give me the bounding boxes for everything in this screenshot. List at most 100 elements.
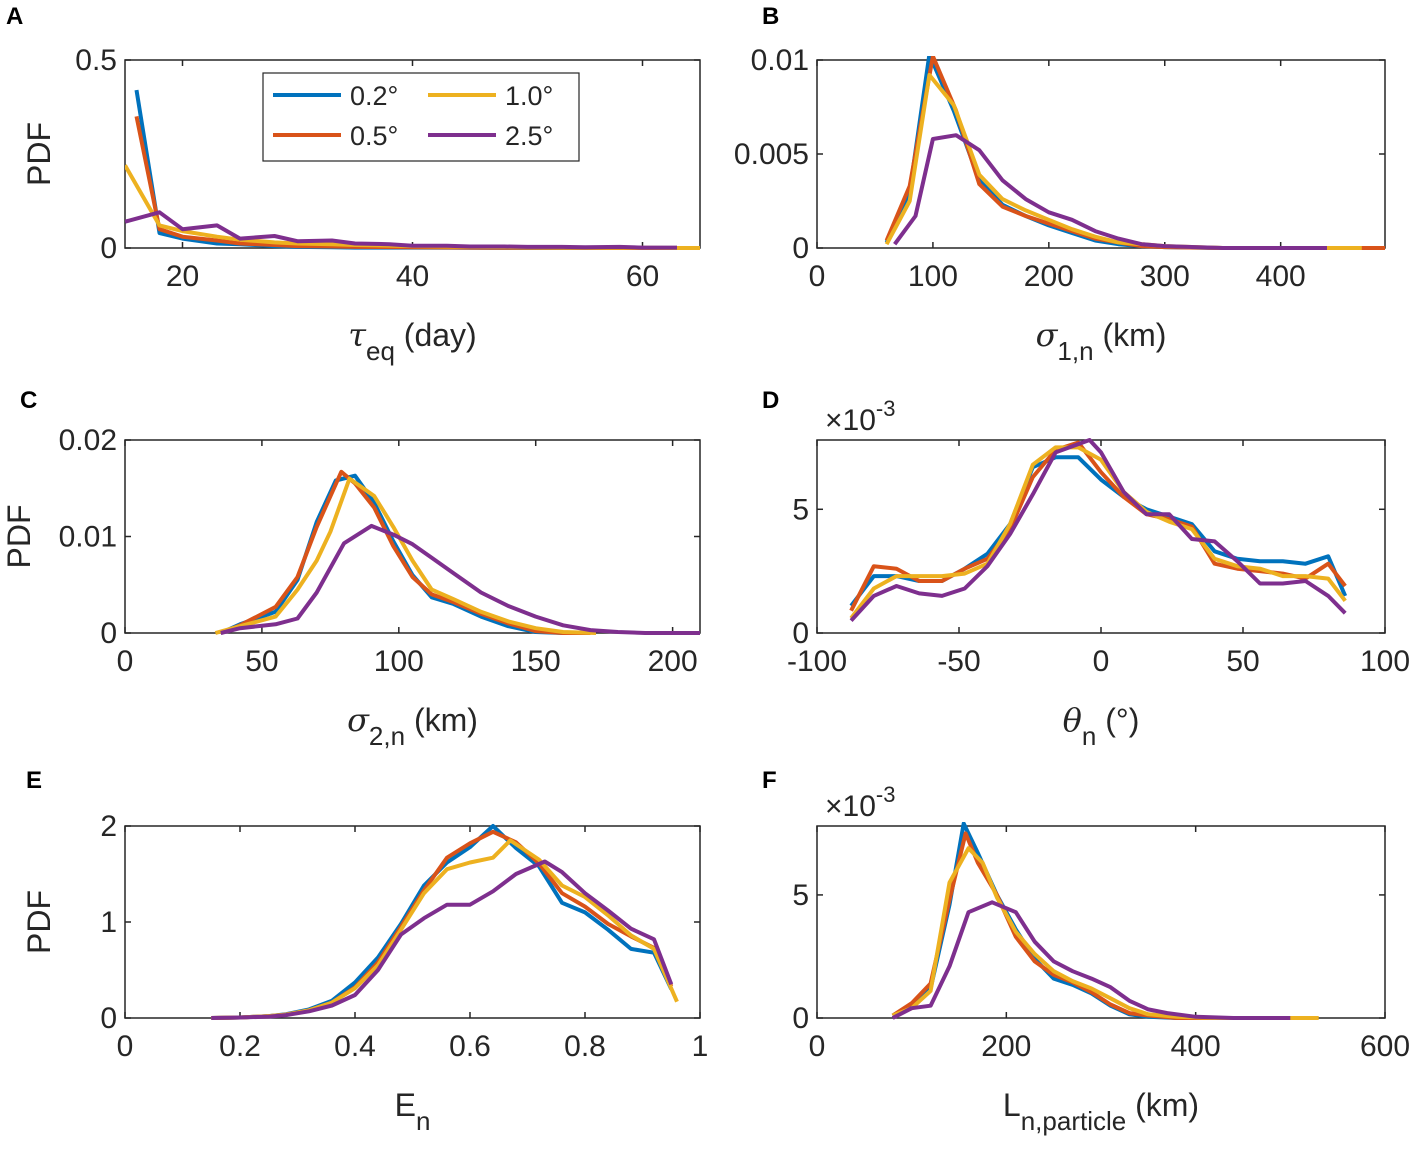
series-line-2.5 [220,523,700,635]
x-tick-label: 100 [1360,645,1410,678]
x-tick-label: -100 [787,645,847,678]
y-axis-label: PDF [1,505,37,569]
x-axis-symbol: E [395,1087,416,1123]
series-line-1.0 [884,73,1362,250]
x-axis-symbol: σ [1036,316,1059,354]
panel-letter-d: D [762,387,779,414]
legend-label: 0.5° [350,121,398,151]
x-tick-label: 300 [1140,260,1190,293]
panel-c: C 0 50 100 150 200 0 0.01 0.02 σ2,n (km) PDF [1,387,701,751]
x-tick-label: 60 [626,260,659,293]
y-tick-label: 1 [100,906,117,939]
axes-box [124,439,701,634]
series-line-2.5 [849,438,1347,622]
panel-a: A 20 40 60 0 0.5 τeq (day) PDF [6,3,701,366]
y-tick-label: 0 [792,232,809,265]
x-tick-label: 40 [396,260,429,293]
exponent-base: ×10 [825,790,876,823]
series-line-2.5 [891,900,1291,1020]
x-tick-label: 0 [809,1030,826,1063]
x-axis-subscript: 2,n [369,721,405,751]
y-axis-label: PDF [21,890,57,954]
series-line-2.5 [125,210,677,250]
y-tick-label: 0.5 [75,44,117,77]
y-tick-label: 0 [100,617,117,650]
exponent-base: ×10 [825,404,876,437]
y-tick-label: 0.005 [734,138,809,171]
x-axis-symbol: σ [347,701,370,739]
x-axis-symbol: L [1003,1087,1021,1123]
legend-label: 1.0° [505,81,553,111]
x-axis-subscript: eq [366,336,395,366]
axis-exponent: ×10-3 [825,782,895,823]
x-tick-label: 400 [1256,260,1306,293]
x-tick-label: 0.4 [334,1030,376,1063]
y-tick-label: 0.02 [59,424,117,457]
x-tick-label: 150 [511,645,561,678]
y-tick-label: 0 [100,1002,117,1035]
y-tick-label: 0 [100,232,117,265]
panel-letter-e: E [26,767,42,794]
axes-box [816,825,1386,1019]
x-axis-unit: (km) [1094,317,1167,353]
x-tick-label: 20 [166,260,199,293]
x-tick-label: 400 [1171,1030,1221,1063]
series-line-0.2 [884,56,1327,250]
x-axis-subscript: n,particle [1021,1106,1127,1136]
x-axis-label: τeq (day) [348,316,476,366]
x-tick-label: 0.2 [219,1030,261,1063]
x-axis-label: σ1,n (km) [1036,316,1167,366]
x-tick-label: 0.6 [449,1030,491,1063]
x-axis-unit: (km) [405,702,478,738]
x-axis-subscript: 1,n [1057,336,1093,366]
x-axis-subscript: n [416,1106,430,1136]
series-line-1.0 [849,445,1347,620]
series-line-0.5 [884,56,1385,250]
x-axis-label: En [395,1087,431,1136]
x-axis-unit: (°) [1096,702,1139,738]
exponent-power: -3 [876,782,896,807]
series-line-1.0 [214,476,597,635]
x-tick-label: 0.8 [564,1030,606,1063]
x-tick-label: 0 [117,1030,134,1063]
legend-label: 2.5° [505,121,553,151]
panel-f: F 0 200 400 600 0 5 ×10-3 Ln,particle (km) [762,767,1410,1136]
legend-label: 0.2° [350,81,398,111]
series-line-0.5 [220,469,591,635]
panel-letter-c: C [20,387,37,414]
x-tick-label: 0 [1093,645,1110,678]
axes-box [816,59,1386,249]
series-line-1.0 [891,846,1319,1020]
axis-exponent: ×10-3 [825,396,895,437]
x-tick-label: 200 [981,1030,1031,1063]
x-tick-label: -50 [937,645,980,678]
y-axis-label: PDF [21,122,57,186]
legend: 0.2° 0.5° 1.0° 2.5° [262,72,580,162]
x-axis-unit: (day) [395,317,477,353]
y-tick-label: 0.01 [59,521,117,554]
y-tick-label: 0.01 [751,44,809,77]
panel-e: E 0 0.2 0.4 0.6 0.8 1 0 1 2 En PDF [21,767,708,1136]
x-axis-symbol: τ [348,316,367,354]
x-tick-label: 200 [1024,260,1074,293]
y-tick-label: 0 [792,617,809,650]
exponent-power: -3 [876,396,896,421]
panel-d: D -100 -50 0 50 100 0 5 ×10-3 θn (°) [762,387,1410,751]
y-tick-label: 5 [792,493,809,526]
x-tick-label: 600 [1360,1030,1410,1063]
x-axis-label: θn (°) [1063,701,1140,751]
x-axis-label: Ln,particle (km) [1003,1087,1199,1136]
series-line-2.5 [211,859,674,1020]
x-axis-label: σ2,n (km) [347,701,478,751]
x-tick-label: 200 [648,645,698,678]
y-tick-label: 5 [792,879,809,912]
x-axis-subscript: n [1082,721,1096,751]
panel-letter-b: B [762,3,779,30]
x-tick-label: 50 [1226,645,1259,678]
x-tick-label: 0 [117,645,134,678]
x-tick-label: 100 [908,260,958,293]
x-tick-label: 100 [374,645,424,678]
x-tick-label: 0 [809,260,826,293]
series-line-1.0 [125,164,700,250]
